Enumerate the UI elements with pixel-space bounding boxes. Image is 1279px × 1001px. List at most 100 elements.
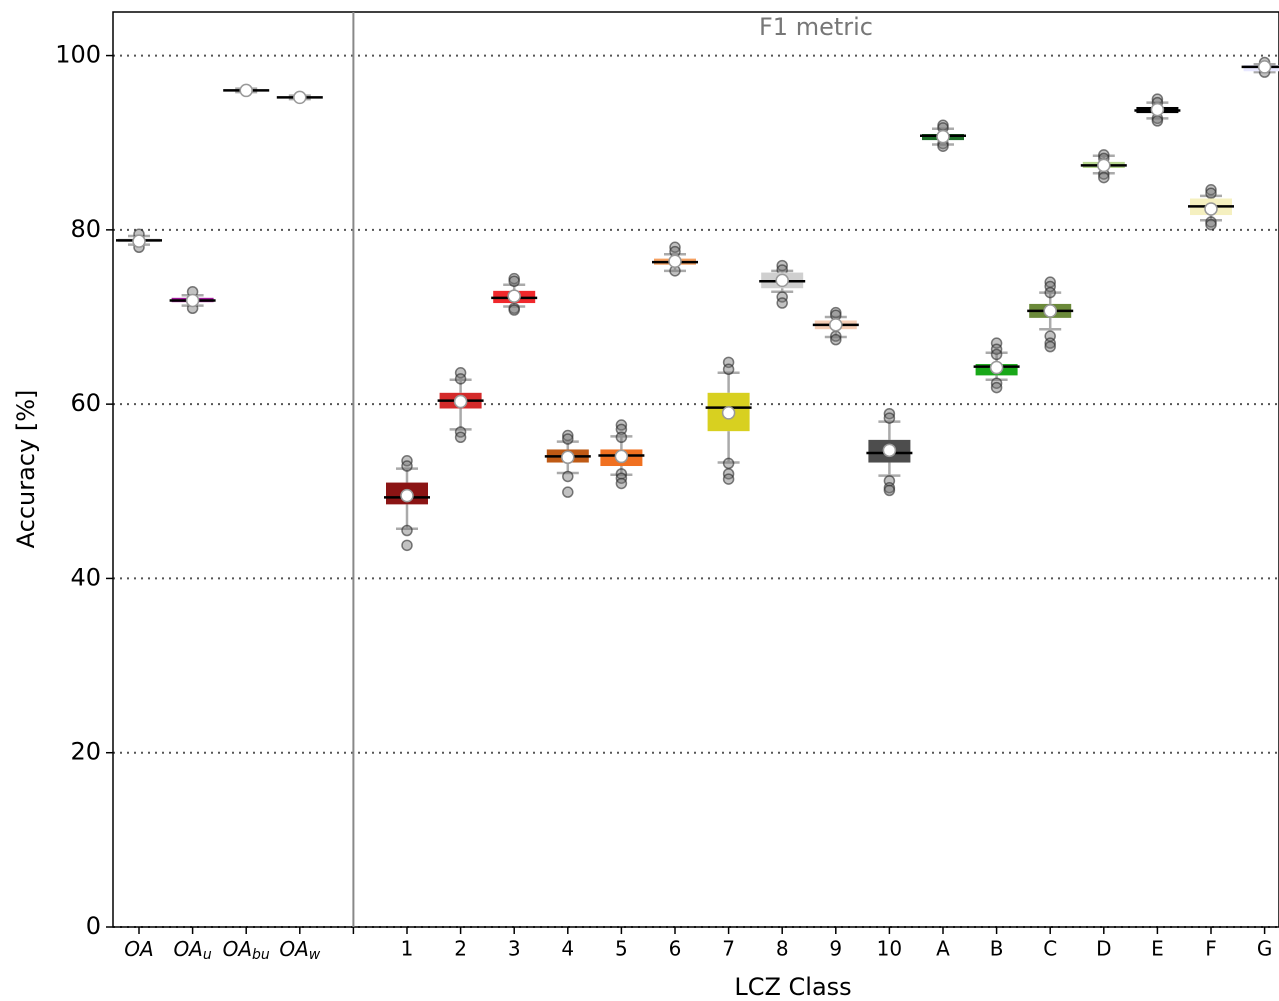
box-group xyxy=(598,419,645,490)
box-group xyxy=(1241,56,1279,78)
x-tick-label: 7 xyxy=(722,937,735,961)
x-tick-label-base: OA xyxy=(124,937,153,961)
box-group xyxy=(544,429,591,498)
flier xyxy=(562,486,574,498)
box-group xyxy=(169,285,216,315)
flier xyxy=(1205,218,1217,231)
mean xyxy=(293,90,307,105)
box-group xyxy=(652,241,698,277)
flier xyxy=(1205,184,1217,196)
x-tick-label: C xyxy=(1043,937,1057,961)
x-tick-label: 9 xyxy=(829,937,842,961)
y-tick-label: 60 xyxy=(70,389,101,417)
x-tick-label: 3 xyxy=(508,937,521,961)
mean xyxy=(721,406,736,420)
x-tick-label-subscript: u xyxy=(203,947,212,963)
mean xyxy=(882,443,897,458)
box-group xyxy=(1080,149,1127,184)
flier xyxy=(615,477,628,490)
y-tick-label: 0 xyxy=(86,912,101,940)
flier xyxy=(454,431,467,444)
mean xyxy=(132,234,146,248)
mean xyxy=(400,488,414,503)
plot-frame xyxy=(112,11,1279,928)
flier xyxy=(562,433,574,445)
flier xyxy=(401,460,413,472)
mean xyxy=(1204,202,1218,216)
x-tick-label: OAbu xyxy=(223,937,270,964)
flier xyxy=(1098,171,1110,184)
mean xyxy=(989,360,1004,375)
mean xyxy=(668,254,682,268)
y-tick-label: 40 xyxy=(70,563,101,591)
flier xyxy=(562,429,574,442)
flier xyxy=(401,524,413,537)
flier xyxy=(1044,337,1056,349)
x-tick-label-base: OA xyxy=(173,937,202,961)
mean xyxy=(1257,60,1272,74)
box-group xyxy=(920,119,966,152)
flier xyxy=(1151,115,1164,127)
box-group xyxy=(223,83,270,98)
x-tick-label-base: OA xyxy=(223,937,252,961)
mean xyxy=(829,318,843,332)
x-tick-label-base: OA xyxy=(279,937,308,961)
mean xyxy=(239,83,253,98)
mean xyxy=(453,394,468,409)
x-tick-label: 6 xyxy=(669,937,682,961)
x-tick-label: 10 xyxy=(877,937,902,961)
box-group xyxy=(491,272,538,316)
mean xyxy=(775,273,789,288)
x-tick-label: 4 xyxy=(561,937,574,961)
box-group xyxy=(759,259,806,309)
flier xyxy=(883,484,896,497)
mean xyxy=(614,449,629,464)
flier xyxy=(562,470,574,483)
x-tick-label: B xyxy=(990,937,1004,961)
flier xyxy=(990,348,1003,361)
x-tick-label: 2 xyxy=(454,937,467,961)
flier xyxy=(454,373,467,385)
flier xyxy=(508,304,520,316)
box-group xyxy=(116,228,162,254)
y-tick-label: 20 xyxy=(70,738,101,766)
flier xyxy=(722,363,735,376)
box-group xyxy=(1027,276,1074,353)
mean xyxy=(1150,102,1165,117)
flier xyxy=(615,431,628,444)
mean xyxy=(936,129,950,144)
x-tick-label: OAu xyxy=(173,937,211,964)
x-axis-label: LCZ Class xyxy=(734,973,851,1001)
flier xyxy=(883,412,896,424)
x-tick-label: A xyxy=(936,937,950,961)
x-tick-label: 8 xyxy=(776,937,789,961)
flier xyxy=(722,457,735,470)
y-tick-label: 80 xyxy=(70,215,101,243)
x-tick-label: G xyxy=(1257,937,1273,961)
x-tick-label: D xyxy=(1096,937,1111,961)
x-tick-label-subscript: w xyxy=(309,947,321,963)
box-group xyxy=(384,455,430,552)
mean xyxy=(1043,304,1057,318)
x-tick-label: 5 xyxy=(615,937,628,961)
y-tick-label: 100 xyxy=(55,41,101,69)
mean xyxy=(561,450,575,465)
x-tick-label: F xyxy=(1205,937,1217,961)
box-group xyxy=(973,337,1020,394)
chart-title: F1 metric xyxy=(759,13,873,41)
box-group xyxy=(1134,93,1181,127)
flier xyxy=(776,297,788,309)
flier xyxy=(1044,286,1056,299)
x-tick-label: OA xyxy=(124,937,153,961)
x-tick-label: OAw xyxy=(279,937,320,964)
x-tick-label: E xyxy=(1151,937,1164,961)
mean xyxy=(507,289,521,303)
flier xyxy=(830,333,842,346)
x-tick-label-subscript: bu xyxy=(252,947,270,963)
flier xyxy=(722,473,735,485)
flier xyxy=(1205,187,1217,200)
flier xyxy=(990,381,1003,394)
box-group xyxy=(1188,184,1234,231)
